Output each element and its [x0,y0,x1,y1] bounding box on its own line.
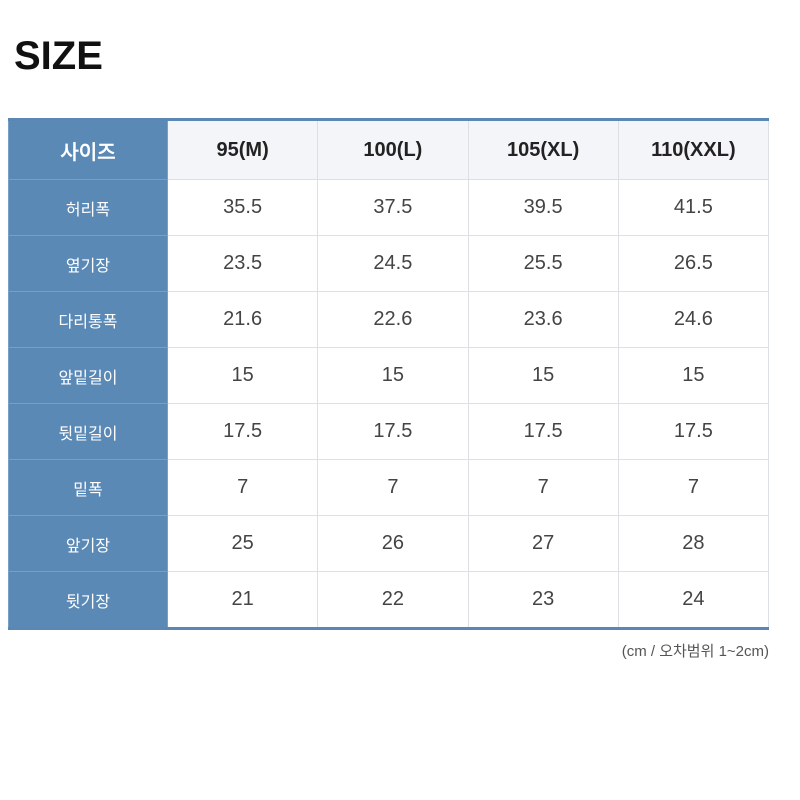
table-cell: 41.5 [617,179,770,236]
table-row: 밑폭 7 7 7 7 [8,459,770,516]
table-cell: 7 [467,459,619,516]
table-cell: 15 [617,347,770,404]
table-row: 뒷기장 21 22 23 24 [8,571,770,629]
table-cell: 15 [467,347,619,404]
row-label: 뒷밑길이 [8,403,168,460]
table-cell: 24 [617,571,770,629]
table-row: 허리폭 35.5 37.5 39.5 41.5 [8,179,770,236]
table-cell: 17.5 [317,403,469,460]
row-label: 앞기장 [8,515,168,572]
table-cell: 7 [317,459,469,516]
table-cell: 39.5 [467,179,619,236]
table-cell: 25.5 [467,235,619,292]
table-cell: 25 [166,515,319,572]
table-row: 옆기장 23.5 24.5 25.5 26.5 [8,235,770,292]
table-cell: 26.5 [617,235,770,292]
table-cell: 7 [166,459,319,516]
table-cell: 23 [467,571,619,629]
table-cell: 23.5 [166,235,319,292]
table-cell: 15 [317,347,469,404]
table-cell: 17.5 [166,403,319,460]
row-label: 허리폭 [8,179,168,236]
table-row: 앞기장 25 26 27 28 [8,515,770,572]
table-cell: 15 [166,347,319,404]
row-label: 밑폭 [8,459,168,516]
table-cell: 22 [317,571,469,629]
header-size: 100(L) [317,119,469,180]
table-cell: 28 [617,515,770,572]
table-cell: 24.5 [317,235,469,292]
header-size: 110(XXL) [617,119,770,180]
size-table: 사이즈 95(M) 100(L) 105(XL) 110(XXL) 허리폭 35.5 37.… [8,118,770,630]
row-label: 다리통폭 [8,291,168,348]
table-cell: 21 [166,571,319,629]
header-size: 105(XL) [467,119,619,180]
table-cell: 35.5 [166,179,319,236]
table-cell: 37.5 [317,179,469,236]
measurement-note: (cm / 오차범위 1~2cm) [621,643,769,660]
page-title: SIZE [14,34,103,78]
table-cell: 27 [467,515,619,572]
table-cell: 7 [617,459,770,516]
table-cell: 17.5 [467,403,619,460]
header-label: 사이즈 [8,119,168,180]
table-row: 다리통폭 21.6 22.6 23.6 24.6 [8,291,770,348]
row-label: 옆기장 [8,235,168,292]
table-cell: 21.6 [166,291,319,348]
header-size: 95(M) [166,119,319,180]
table-row: 뒷밑길이 17.5 17.5 17.5 17.5 [8,403,770,460]
table-cell: 23.6 [467,291,619,348]
table-header-row: 사이즈 95(M) 100(L) 105(XL) 110(XXL) [8,119,770,180]
table-cell: 17.5 [617,403,770,460]
table-cell: 24.6 [617,291,770,348]
table-cell: 26 [317,515,469,572]
row-label: 앞밑길이 [8,347,168,404]
table-row: 앞밑길이 15 15 15 15 [8,347,770,404]
row-label: 뒷기장 [8,571,168,629]
table-cell: 22.6 [317,291,469,348]
